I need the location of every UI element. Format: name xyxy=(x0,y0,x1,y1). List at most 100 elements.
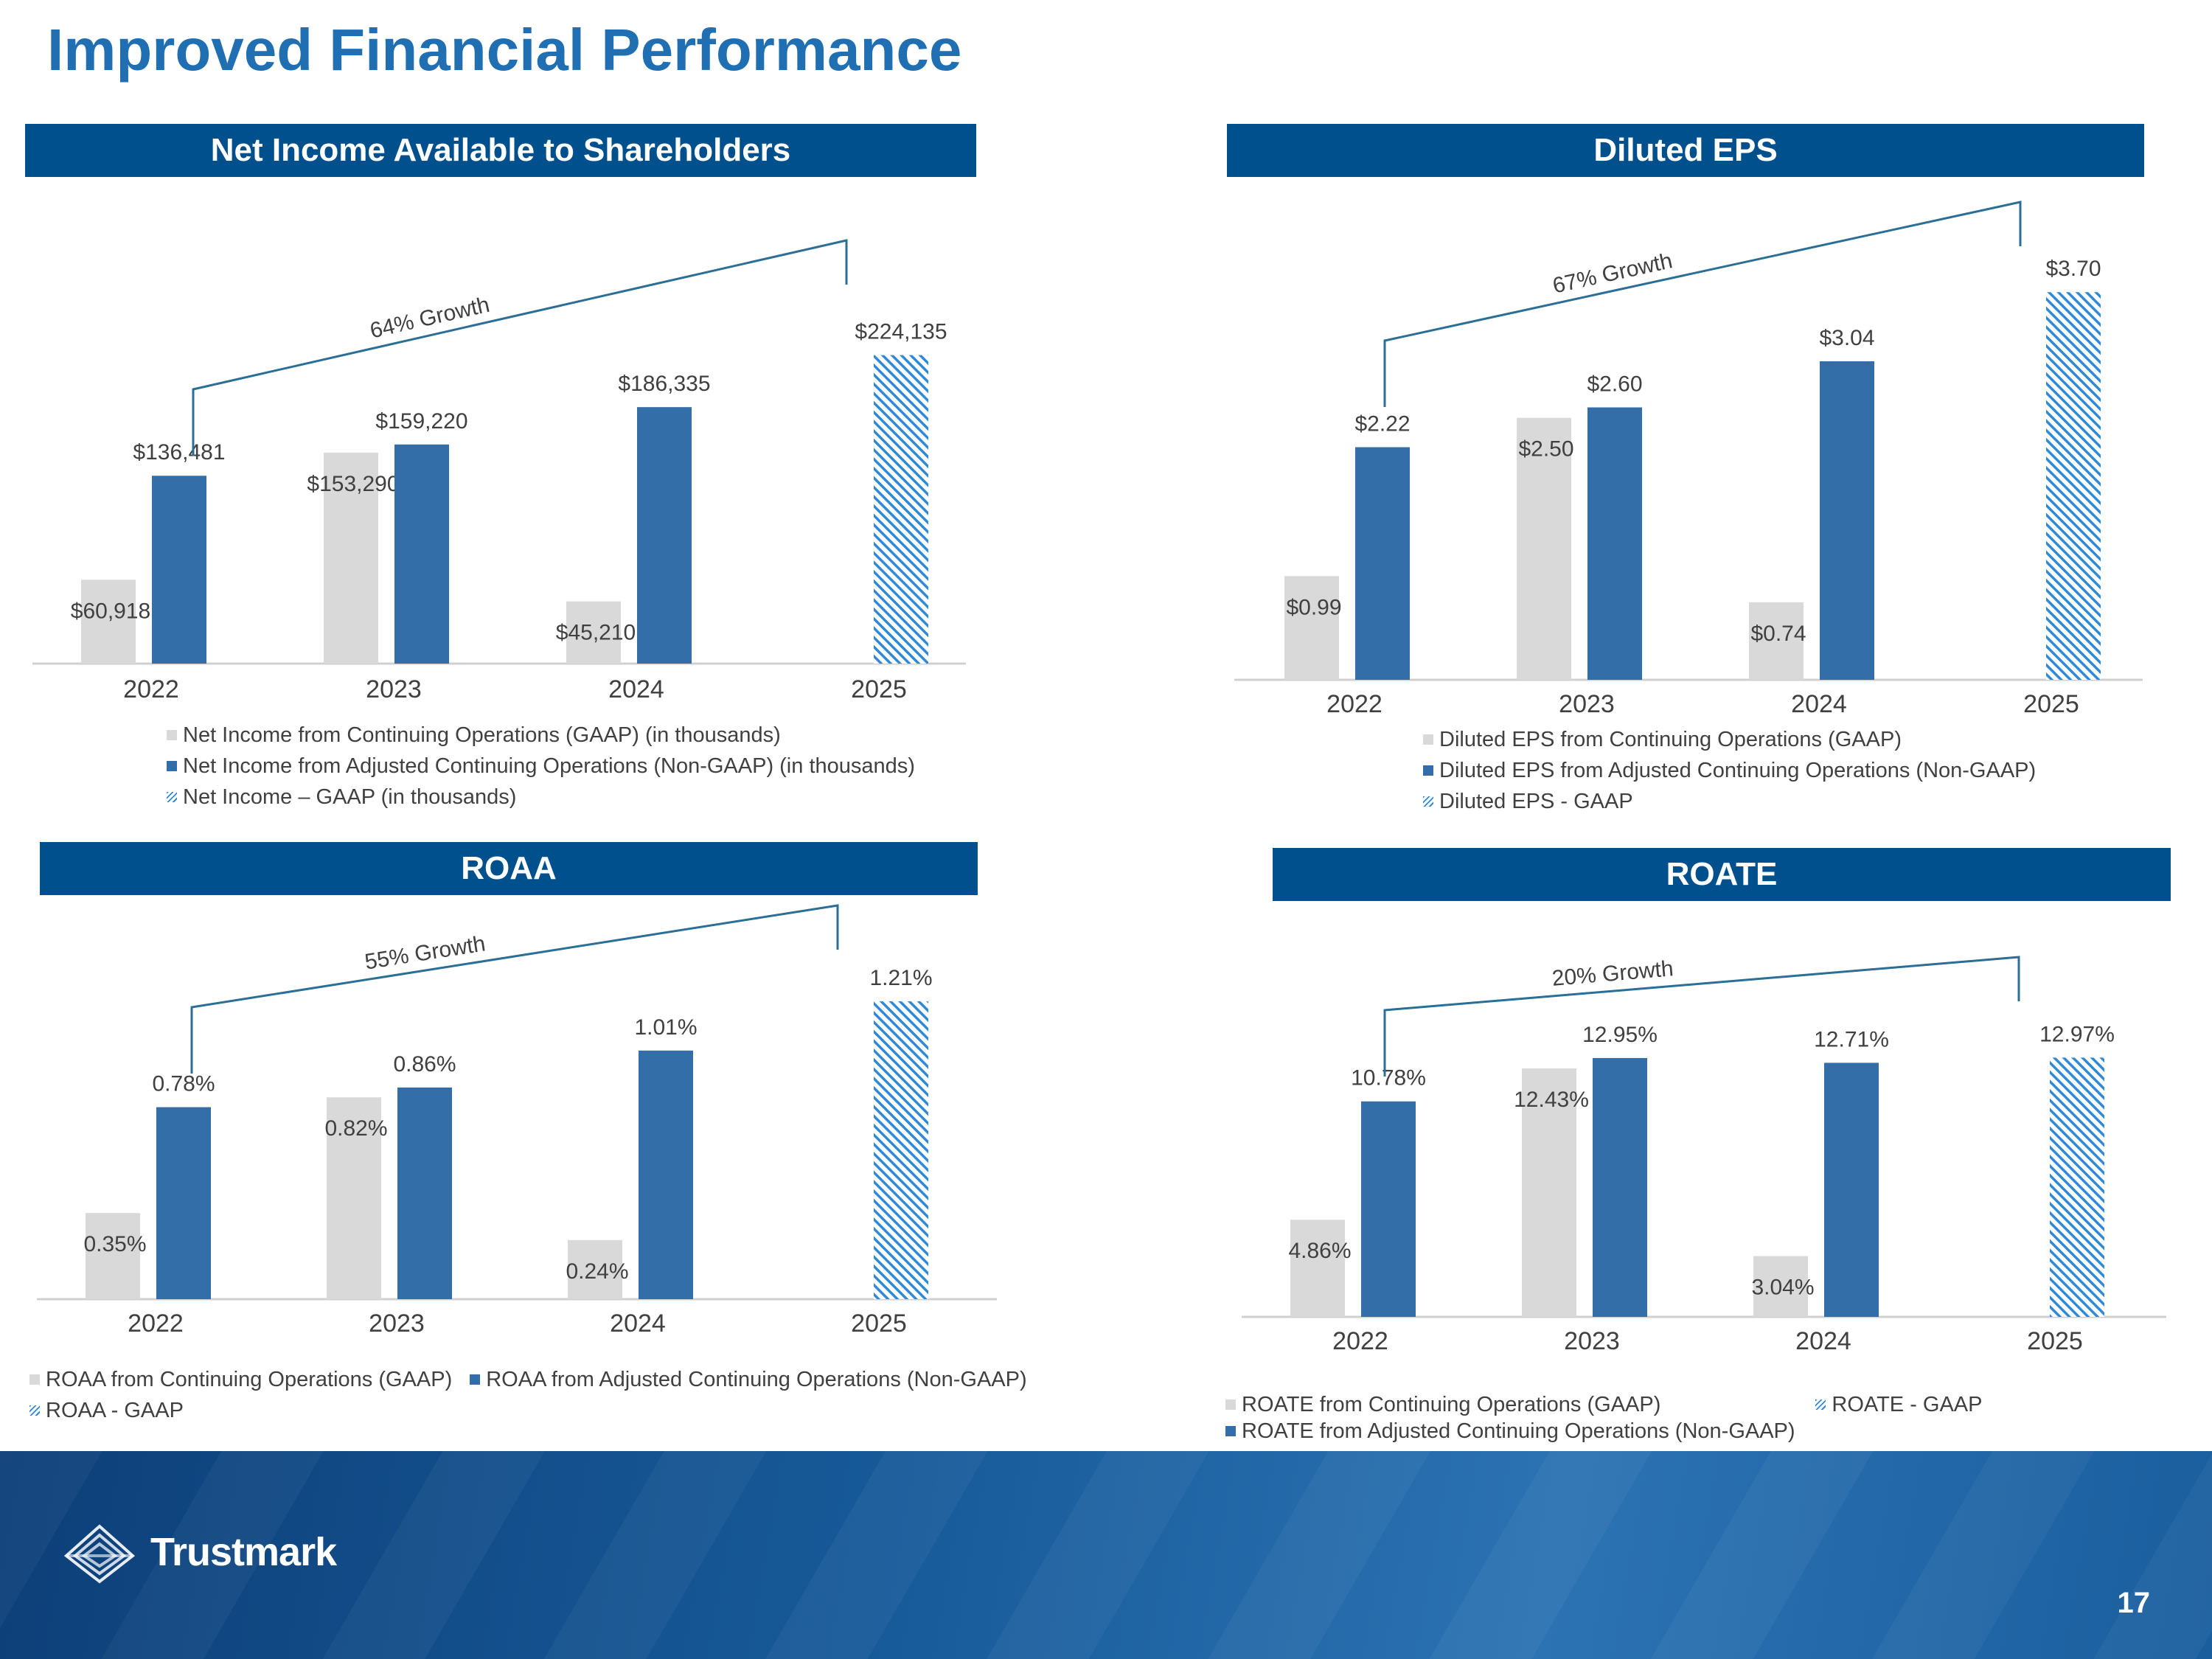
legend-swatch-non-gaap xyxy=(470,1374,481,1385)
net-income-label-gaap-2022: $60,918 xyxy=(71,599,150,623)
net-income-label-non-gaap-2023: $159,220 xyxy=(375,409,467,434)
legend-swatch-non-gaap xyxy=(1423,765,1433,776)
roate-bar-gaap-2024 xyxy=(1753,1256,1808,1317)
diluted-eps-bar-non-gaap-2024 xyxy=(1820,361,1874,680)
legend-item-non-gaap: Diluted EPS from Adjusted Continuing Ope… xyxy=(1423,755,2036,786)
roate-bar-gaap-2022 xyxy=(1290,1220,1345,1317)
net-income-tick-2024: 2024 xyxy=(608,675,664,703)
roaa-bar-gaap-2024 xyxy=(568,1239,622,1299)
diluted-eps-bar-gaap-2023 xyxy=(1517,417,1571,680)
net-income-bar-gaap-2023 xyxy=(324,452,378,664)
diluted-eps-label-non-gaap-2022: $2.22 xyxy=(1354,412,1410,437)
diluted-eps-header: Diluted EPS xyxy=(1227,124,2144,177)
roaa-tick-2024: 2024 xyxy=(610,1310,666,1338)
roaa-tick-2025: 2025 xyxy=(851,1310,907,1338)
diluted-eps-label-non-gaap-2024: $3.04 xyxy=(1819,326,1874,350)
roaa-bar-non-gaap-2024 xyxy=(639,1050,693,1299)
roate-bar-gaap-2023 xyxy=(1522,1068,1576,1317)
legend-item-gaap: Net Income from Continuing Operations (G… xyxy=(167,720,915,751)
diluted-eps-tick-2022: 2022 xyxy=(1326,690,1382,718)
trustmark-logo: Trustmark xyxy=(59,1519,337,1585)
roate-tick-2023: 2023 xyxy=(1564,1327,1620,1355)
legend-label: Net Income from Continuing Operations (G… xyxy=(183,723,781,747)
net-income-bar-non-gaap-2024 xyxy=(637,407,692,664)
net-income-label-gaap-2024: $45,210 xyxy=(556,621,636,645)
diluted-eps-bar-non-gaap-2022 xyxy=(1355,447,1410,680)
roaa-tick-2023: 2023 xyxy=(369,1310,425,1338)
diluted-eps-label-gaap-2024: $0.74 xyxy=(1750,622,1806,646)
roate-growth-label: 20% Growth xyxy=(1551,956,1674,991)
roate-label-gaap-2022: 4.86% xyxy=(1288,1239,1351,1263)
diluted-eps-bar-gaap-2024 xyxy=(1749,602,1804,680)
net-income-bar-gaap-2022 xyxy=(81,580,136,664)
page-title: Improved Financial Performance xyxy=(47,17,962,83)
roate-tick-2022: 2022 xyxy=(1332,1327,1388,1355)
net-income-label-non-gaap-2024: $186,335 xyxy=(618,372,710,396)
net-income-bar-non-gaap-2023 xyxy=(394,444,449,664)
diluted-eps-bar-gaap-total-2025 xyxy=(2046,292,2101,680)
roate-label-gaap-total-2025: 12.97% xyxy=(2039,1022,2115,1046)
diluted-eps-label-gaap-total-2025: $3.70 xyxy=(2045,257,2101,281)
legend-label: Diluted EPS from Continuing Operations (… xyxy=(1439,727,1902,751)
roaa-label-non-gaap-2022: 0.78% xyxy=(152,1072,215,1096)
net-income-tick-2022: 2022 xyxy=(123,675,179,703)
net-income-tick-2025: 2025 xyxy=(851,675,907,703)
roaa-header: ROAA xyxy=(40,842,978,895)
roaa-label-non-gaap-2024: 1.01% xyxy=(634,1015,697,1040)
roaa-legend: ROAA from Continuing Operations (GAAP) R… xyxy=(29,1364,1027,1426)
diluted-eps-label-non-gaap-2023: $2.60 xyxy=(1587,372,1642,397)
net-income-label-gaap-2023: $153,290 xyxy=(307,472,399,496)
roate-legend: ROATE from Continuing Operations (GAAP) … xyxy=(1225,1389,1983,1447)
legend-swatch-hatch xyxy=(29,1405,40,1416)
legend-label: ROAA from Continuing Operations (GAAP) xyxy=(46,1367,453,1391)
roaa-label-non-gaap-2023: 0.86% xyxy=(393,1052,456,1077)
diluted-eps-bar-non-gaap-2023 xyxy=(1587,407,1642,680)
roate-bar-non-gaap-2024 xyxy=(1824,1062,1879,1317)
roaa-bar-gaap-2022 xyxy=(86,1213,140,1299)
roaa-bar-gaap-total-2025 xyxy=(874,1001,928,1299)
legend-swatch-non-gaap xyxy=(1225,1426,1236,1436)
roaa-bar-gaap-2023 xyxy=(327,1097,381,1299)
legend-swatch-hatch xyxy=(167,792,177,802)
roate-bar-non-gaap-2022 xyxy=(1361,1101,1416,1317)
roate-tick-2025: 2025 xyxy=(2027,1327,2083,1355)
legend-swatch-non-gaap xyxy=(167,761,177,771)
legend-label: Diluted EPS from Adjusted Continuing Ope… xyxy=(1439,758,2037,782)
footer-band: Trustmark 17 xyxy=(0,1451,2212,1659)
roate-label-non-gaap-2024: 12.71% xyxy=(1814,1027,1889,1051)
diluted-eps-bar-gaap-2022 xyxy=(1284,576,1339,680)
legend-item-hatch: ROATE - GAAP xyxy=(1815,1389,1983,1420)
roate-label-gaap-2024: 3.04% xyxy=(1751,1276,1814,1300)
diluted-eps-legend: Diluted EPS from Continuing Operations (… xyxy=(1423,724,2036,817)
legend-label: Net Income – GAAP (in thousands) xyxy=(183,785,517,809)
legend-item-gaap: ROAA from Continuing Operations (GAAP) xyxy=(29,1364,452,1395)
diluted-eps-label-gaap-2023: $2.50 xyxy=(1518,437,1573,462)
diluted-eps-label-gaap-2022: $0.99 xyxy=(1286,595,1341,619)
legend-label: Net Income from Adjusted Continuing Oper… xyxy=(183,754,915,778)
roate-label-gaap-2023: 12.43% xyxy=(1514,1088,1589,1112)
roate-label-non-gaap-2023: 12.95% xyxy=(1582,1023,1658,1047)
legend-label: Diluted EPS - GAAP xyxy=(1439,789,1633,813)
net-income-bar-gaap-total-2025 xyxy=(874,355,928,664)
legend-item-non-gaap: Net Income from Adjusted Continuing Oper… xyxy=(167,751,915,782)
legend-label: ROAA from Adjusted Continuing Operations… xyxy=(486,1367,1027,1391)
roaa-growth-bracket xyxy=(190,904,839,1074)
roaa-bar-non-gaap-2023 xyxy=(397,1087,452,1299)
legend-item-gaap: Diluted EPS from Continuing Operations (… xyxy=(1423,724,2036,755)
roate-bar-non-gaap-2023 xyxy=(1593,1057,1647,1317)
net-income-label-gaap-total-2025: $224,135 xyxy=(855,320,947,344)
legend-label: ROAA - GAAP xyxy=(46,1398,184,1422)
roate-bar-gaap-total-2025 xyxy=(2050,1057,2104,1317)
legend-label: ROATE from Continuing Operations (GAAP) xyxy=(1242,1392,1661,1416)
legend-swatch-gaap xyxy=(1225,1399,1236,1410)
footer-decoration xyxy=(0,1451,2212,1659)
net-income-header: Net Income Available to Shareholders xyxy=(25,124,976,177)
roate-growth-bracket xyxy=(1383,956,2020,1077)
legend-label: ROATE from Adjusted Continuing Operation… xyxy=(1242,1419,1795,1443)
legend-swatch-gaap xyxy=(1423,734,1433,745)
net-income-tick-2023: 2023 xyxy=(366,675,422,703)
diluted-eps-growth-bracket xyxy=(1383,201,2022,407)
roaa-label-gaap-2024: 0.24% xyxy=(566,1259,628,1284)
